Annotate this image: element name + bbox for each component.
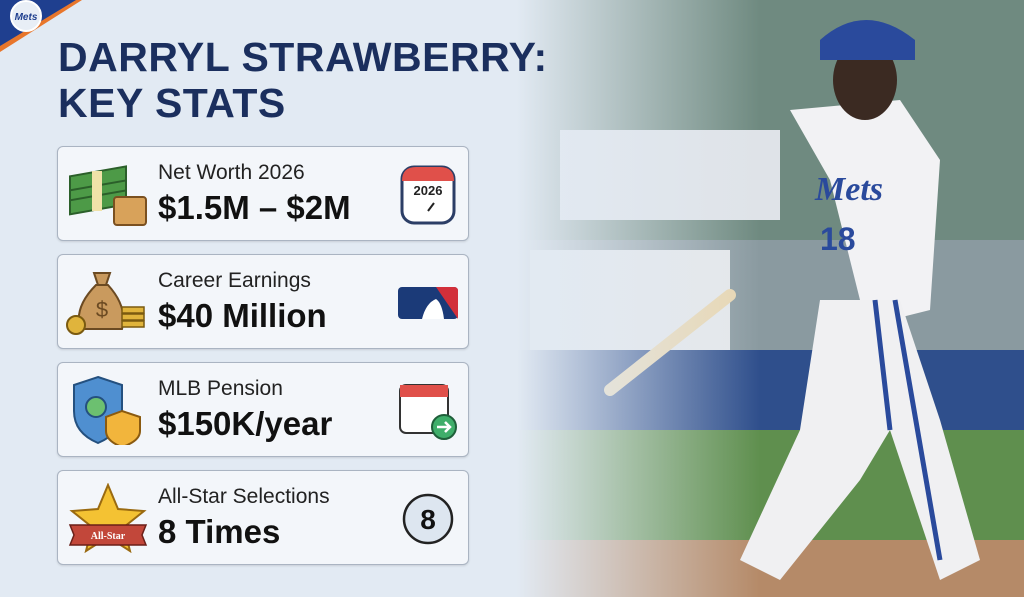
all-star-ribbon-text: All-Star xyxy=(91,531,126,542)
all-star-icon: All-Star xyxy=(68,483,148,553)
stat-label: MLB Pension xyxy=(158,377,283,400)
stat-card-career-earnings: $ Career Earnings $40 Million xyxy=(57,254,469,349)
svg-text:$: $ xyxy=(96,297,108,322)
title-line-2: KEY STATS xyxy=(58,80,286,126)
calendar-arrow-icon xyxy=(399,384,457,440)
number-badge-icon: 8 xyxy=(402,493,454,545)
stat-label: Net Worth 2026 xyxy=(158,161,305,184)
svg-text:Mets: Mets xyxy=(15,12,38,23)
stat-value: $1.5M – $2M xyxy=(158,189,351,226)
badge-number: 8 xyxy=(420,504,436,535)
money-bag-icon: $ xyxy=(66,272,145,335)
mets-logo-icon: Mets xyxy=(0,0,82,52)
stat-value: $40 Million xyxy=(158,297,327,334)
stat-value: 8 Times xyxy=(158,513,281,550)
stat-card-all-star: All-Star All-Star Selections 8 Times 8 xyxy=(57,470,469,565)
calendar-year: 2026 xyxy=(414,183,443,198)
stat-card-net-worth: Net Worth 2026 $1.5M – $2M 2026 xyxy=(57,146,469,241)
money-stack-icon xyxy=(69,165,147,226)
mlb-logo-icon xyxy=(398,287,458,319)
title-line-1: DARRYL STRAWBERRY: xyxy=(58,34,548,80)
stat-label: Career Earnings xyxy=(158,269,311,292)
stat-card-mlb-pension: MLB Pension $150K/year xyxy=(57,362,469,457)
stat-value: $150K/year xyxy=(158,405,333,442)
shield-check-icon xyxy=(73,375,141,445)
page-title: DARRYL STRAWBERRY: KEY STATS xyxy=(58,34,548,126)
jersey-number: 18 xyxy=(820,221,856,257)
calendar-clock-icon: 2026 xyxy=(400,165,456,225)
jersey-text: Mets xyxy=(814,171,883,208)
stat-label: All-Star Selections xyxy=(158,485,330,508)
